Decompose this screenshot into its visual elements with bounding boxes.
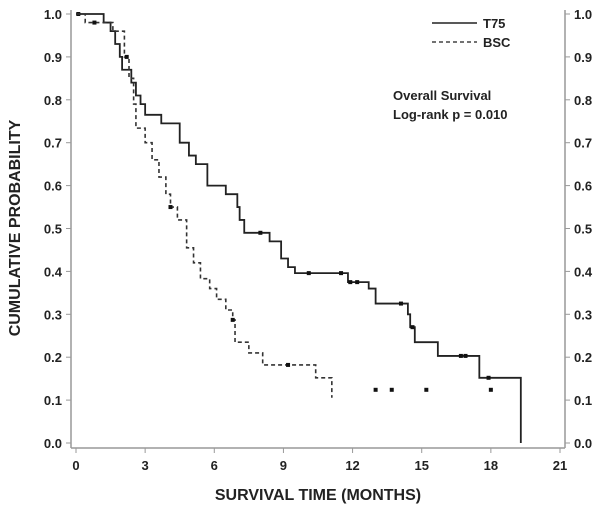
series-t75-line <box>76 13 522 443</box>
x-tick-label: 9 <box>280 458 287 473</box>
x-tick-label: 12 <box>345 458 359 473</box>
series-layer <box>76 12 522 443</box>
legend: T75 BSC <box>432 16 511 50</box>
y-tick-label-left: 0.6 <box>44 179 62 194</box>
y-tick-label-right: 0.2 <box>574 350 592 365</box>
censor-mark-t75 <box>306 271 311 276</box>
annotation-logrank: Log-rank p = 0.010 <box>393 107 508 122</box>
censor-mark-bsc <box>230 317 235 322</box>
x-tick-label: 18 <box>484 458 498 473</box>
y-tick-label-left: 0.8 <box>44 93 62 108</box>
x-tick-label: 21 <box>553 458 567 473</box>
series-bsc-line <box>76 13 333 398</box>
x-tick-label: 0 <box>72 458 79 473</box>
censor-mark-t75 <box>486 375 491 380</box>
y-tick-label-right: 0.3 <box>574 307 592 322</box>
y-tick-label-right: 0.4 <box>574 264 593 279</box>
censor-mark-bsc <box>389 387 394 392</box>
y-tick-label-left: 0.9 <box>44 50 62 65</box>
y-tick-label-left: 0.2 <box>44 350 62 365</box>
y-tick-label-right: 0.9 <box>574 50 592 65</box>
y-tick-label-left: 0.0 <box>44 436 62 451</box>
x-tick-label: 6 <box>211 458 218 473</box>
y-tick-label-right: 0.6 <box>574 179 592 194</box>
censor-mark-t75 <box>339 271 344 276</box>
x-tick-label: 3 <box>142 458 149 473</box>
censor-mark-t75 <box>258 230 263 235</box>
y-tick-label-left: 0.5 <box>44 222 62 237</box>
x-tick-label: 15 <box>414 458 428 473</box>
y-tick-label-right: 0.1 <box>574 393 592 408</box>
censor-mark-bsc <box>424 387 429 392</box>
censor-mark-t75 <box>410 325 415 330</box>
y-tick-label-right: 0.7 <box>574 136 592 151</box>
y-tick-label-right: 0.0 <box>574 436 592 451</box>
y-tick-label-left: 0.7 <box>44 136 62 151</box>
y-tick-label-left: 0.4 <box>44 264 63 279</box>
censor-mark-bsc <box>488 387 493 392</box>
legend-label-t75: T75 <box>483 16 505 31</box>
censor-mark-t75 <box>355 280 360 285</box>
censor-mark-t75 <box>463 353 468 358</box>
y-tick-label-left: 0.3 <box>44 307 62 322</box>
censor-mark-bsc <box>92 20 97 25</box>
legend-label-bsc: BSC <box>483 35 511 50</box>
axes <box>70 10 566 449</box>
censor-mark-bsc <box>373 387 378 392</box>
censor-mark-bsc <box>168 205 173 210</box>
ticks: 0 3 6 9 12 15 18 21 0.0 0.0 0.1 0.1 0.2 0.2 0.3 0.3 0.4 0… <box>44 7 593 473</box>
censor-mark-bsc <box>286 362 291 367</box>
censor-mark-t75 <box>348 280 353 285</box>
y-tick-label-right: 0.5 <box>574 222 592 237</box>
annotation-title: Overall Survival <box>393 88 491 103</box>
y-tick-label-left: 0.1 <box>44 393 62 408</box>
y-tick-label-right: 0.8 <box>574 93 592 108</box>
censor-mark-t75 <box>458 353 463 358</box>
x-axis-label: SURVIVAL TIME (MONTHS) <box>215 487 421 504</box>
y-axis-label: CUMULATIVE PROBABILITY <box>7 119 24 336</box>
censor-mark-t75 <box>398 301 403 306</box>
y-tick-label-left: 1.0 <box>44 7 62 22</box>
y-tick-label-right: 1.0 <box>574 7 592 22</box>
censor-mark-bsc <box>124 54 129 59</box>
